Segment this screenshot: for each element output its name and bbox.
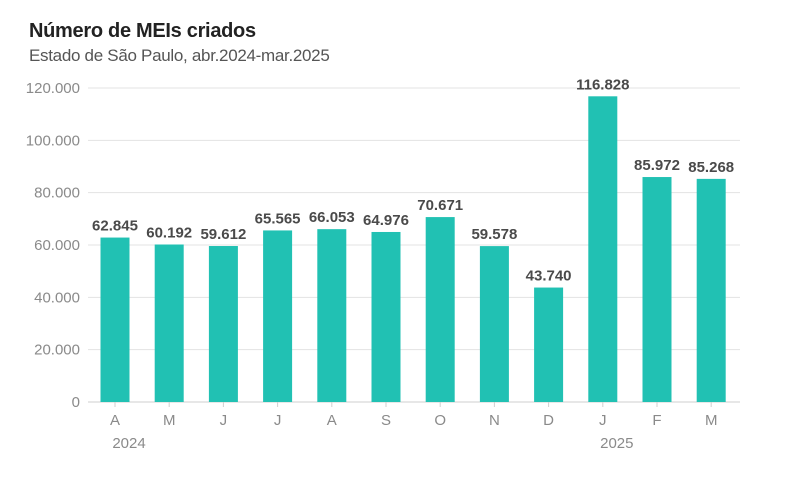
- bar: [100, 237, 130, 402]
- x-tick-label: A: [327, 412, 337, 429]
- bar: [479, 246, 509, 402]
- data-labels: 62.845 60.192 59.612 65.565 66.053 64.976 70.6…: [92, 76, 734, 284]
- year-label: 2024: [112, 435, 145, 452]
- bar: [317, 229, 347, 402]
- bar: [154, 244, 184, 402]
- data-label: 66.053: [309, 209, 355, 226]
- grid-lines: [88, 87, 740, 403]
- data-label: 59.578: [471, 226, 517, 243]
- y-axis-ticks: 0 20.000 40.000 60.000 80.000 100.000 120.000: [26, 80, 80, 411]
- data-label: 64.976: [363, 212, 409, 229]
- data-label: 85.268: [688, 159, 734, 176]
- data-label: 60.192: [146, 224, 192, 241]
- x-tick-label: S: [381, 412, 391, 429]
- x-tick-label: J: [220, 412, 228, 429]
- y-tick-label: 0: [72, 394, 80, 411]
- x-tick-label: O: [434, 412, 446, 429]
- y-tick-label: 100.000: [26, 132, 80, 149]
- bar: [208, 246, 238, 402]
- data-label: 85.972: [634, 157, 680, 174]
- x-tick-label: A: [110, 412, 120, 429]
- bars: [100, 96, 726, 403]
- x-axis-ticks: A M J J A S O N D J F M 2024 2025: [110, 402, 717, 452]
- y-tick-label: 40.000: [34, 289, 80, 306]
- bar: [263, 230, 293, 402]
- x-tick-label: F: [652, 412, 661, 429]
- x-tick-label: J: [599, 412, 607, 429]
- y-tick-label: 60.000: [34, 237, 80, 254]
- bar: [371, 231, 401, 402]
- year-label: 2025: [600, 435, 633, 452]
- data-label: 62.845: [92, 218, 138, 235]
- data-label: 65.565: [255, 210, 301, 227]
- bar: [696, 178, 726, 402]
- data-label: 70.671: [417, 197, 463, 214]
- chart-subtitle: Estado de São Paulo, abr.2024-mar.2025: [29, 46, 330, 65]
- bar: [425, 217, 455, 402]
- bar: [588, 96, 618, 403]
- data-label: 59.612: [200, 226, 246, 243]
- x-tick-label: N: [489, 412, 500, 429]
- x-tick-label: J: [274, 412, 282, 429]
- y-tick-label: 120.000: [26, 80, 80, 97]
- x-tick-label: D: [543, 412, 554, 429]
- x-tick-label: M: [163, 412, 176, 429]
- y-tick-label: 80.000: [34, 185, 80, 202]
- x-tick-label: M: [705, 412, 718, 429]
- y-tick-label: 20.000: [34, 342, 80, 359]
- bar: [534, 287, 564, 402]
- bar: [642, 177, 672, 402]
- data-label: 43.740: [526, 268, 572, 285]
- data-label: 116.828: [576, 76, 629, 93]
- chart-title: Número de MEIs criados: [29, 20, 256, 42]
